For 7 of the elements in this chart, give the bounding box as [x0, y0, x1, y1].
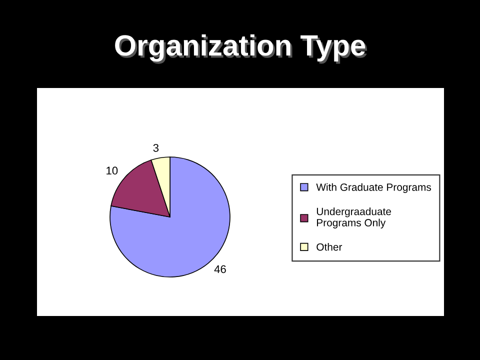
- chart-title: Organization Type: [116, 36, 368, 64]
- legend-label: Other: [316, 243, 342, 251]
- data-label: 46: [214, 265, 226, 274]
- legend-label: With Graduate Programs: [316, 183, 431, 193]
- legend-label: Undergraaduate Programs Only: [316, 208, 391, 228]
- data-label: 3: [153, 144, 159, 152]
- data-label: 10: [106, 166, 118, 175]
